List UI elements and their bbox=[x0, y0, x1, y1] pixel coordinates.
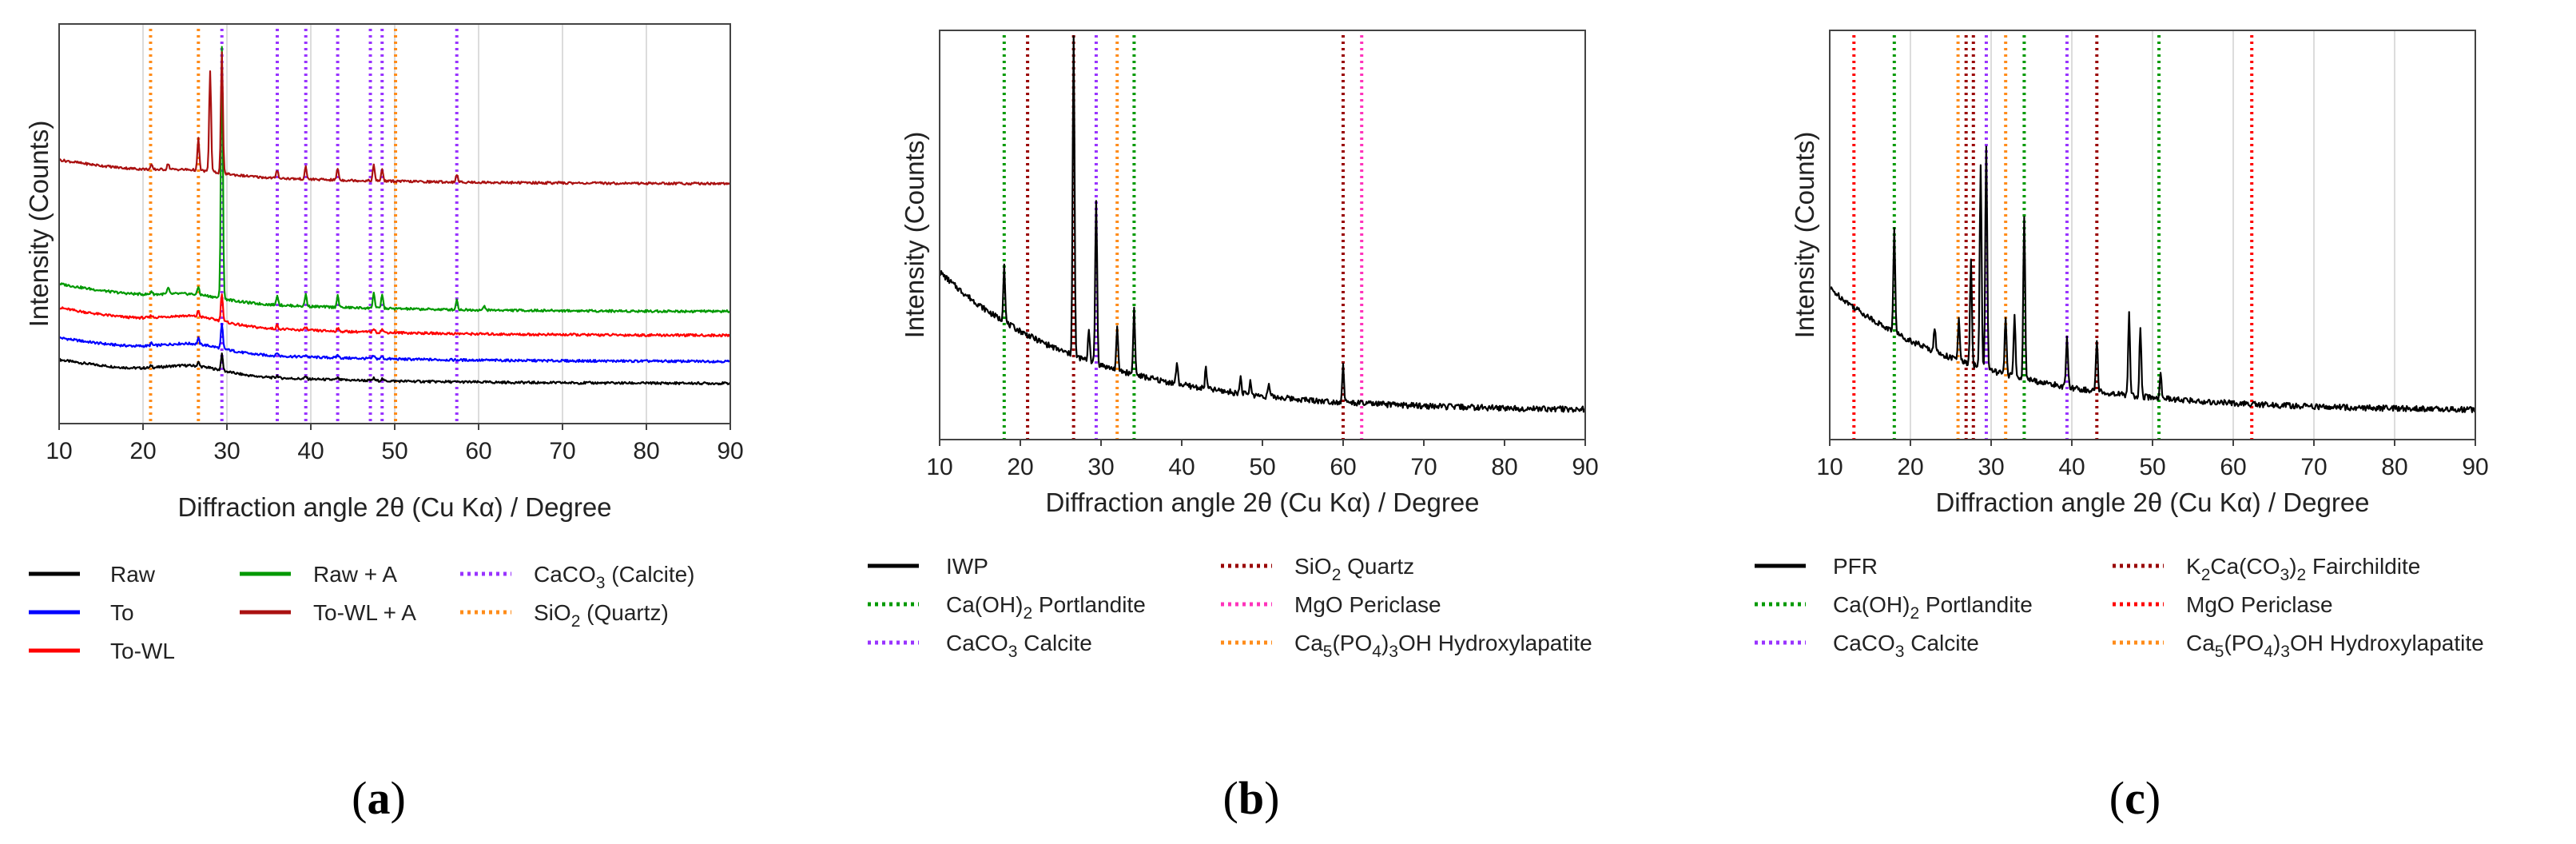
panel-b: 10 20 30 40 50 60 70 80 90 Intensity (Counts) Di… bbox=[900, 30, 1599, 517]
x-tick-label-30: 30 bbox=[213, 438, 240, 464]
legend-a-rawa: Raw + A bbox=[313, 562, 397, 587]
x-tick-label-50: 50 bbox=[381, 438, 407, 464]
legend-c-pfr: PFR bbox=[1833, 554, 1878, 579]
grid-c bbox=[1910, 30, 2395, 440]
legend-b-periclase: MgO Periclase bbox=[1294, 592, 1441, 617]
grid-a bbox=[142, 24, 647, 424]
legend-a-calcite: CaCO3 (Calcite) bbox=[534, 562, 695, 592]
legend-b-quartz: SiO2 Quartz bbox=[1294, 554, 1414, 584]
legend-a-raw: Raw bbox=[110, 562, 156, 587]
x-tick-label-40: 40 bbox=[297, 438, 324, 464]
x-tick-label-90: 90 bbox=[1572, 454, 1598, 480]
x-tick-label-10: 10 bbox=[1816, 454, 1843, 480]
legend-c: PFR Ca(OH)2 Portlandite CaCO3 Calcite K2… bbox=[1755, 554, 2484, 661]
series-line-raw-a bbox=[58, 46, 731, 314]
legend-c-portlandite: Ca(OH)2 Portlandite bbox=[1833, 592, 2033, 623]
x-tick-label-70: 70 bbox=[2300, 454, 2327, 480]
legend-a-towl: To-WL bbox=[110, 639, 175, 663]
y-axis-label-a: Intensity (Counts) bbox=[24, 121, 54, 328]
x-ticks-c: 10 20 30 40 50 60 70 80 90 bbox=[1816, 440, 2489, 480]
x-axis-label-b: Diffraction angle 2θ (Cu Kα) / Degree bbox=[1045, 488, 1479, 517]
panel-c: 10 20 30 40 50 60 70 80 90 Intensity (Counts) Di… bbox=[1790, 30, 2489, 517]
x-tick-label-30: 30 bbox=[1087, 454, 1114, 480]
x-tick-label-50: 50 bbox=[2139, 454, 2165, 480]
x-axis-label-a: Diffraction angle 2θ (Cu Kα) / Degree bbox=[177, 492, 611, 522]
reference-lines-b bbox=[1002, 35, 1364, 440]
y-axis-label-b: Intensity (Counts) bbox=[900, 132, 929, 339]
legend-b-portlandite: Ca(OH)2 Portlandite bbox=[946, 592, 1146, 623]
legend-a: Raw To To-WL Raw + A To-WL + A CaCO3 (Ca… bbox=[29, 562, 695, 663]
x-tick-label-30: 30 bbox=[1978, 454, 2004, 480]
legend-c-periclase: MgO Periclase bbox=[2186, 592, 2333, 617]
x-tick-label-20: 20 bbox=[129, 438, 156, 464]
x-tick-label-40: 40 bbox=[1168, 454, 1195, 480]
x-axis-label-c: Diffraction angle 2θ (Cu Kα) / Degree bbox=[1935, 488, 2369, 517]
legend-b-calcite: CaCO3 Calcite bbox=[946, 631, 1092, 661]
legend-a-to: To bbox=[110, 600, 134, 625]
x-tick-label-60: 60 bbox=[2220, 454, 2246, 480]
x-ticks-a: 10 20 30 40 50 60 70 80 90 bbox=[46, 424, 744, 464]
x-ticks-b: 10 20 30 40 50 60 70 80 90 bbox=[926, 440, 1599, 480]
legend-a-quartz: SiO2 (Quartz) bbox=[534, 600, 669, 631]
legend-c-hydroxylapatite: Ca5(PO4)3OH Hydroxylapatite bbox=[2186, 631, 2484, 661]
series-line-iwp bbox=[939, 35, 1586, 413]
y-axis-label-c: Intensity (Counts) bbox=[1790, 132, 1819, 339]
x-tick-label-80: 80 bbox=[2381, 454, 2407, 480]
series-a bbox=[58, 46, 731, 386]
x-tick-label-40: 40 bbox=[2058, 454, 2085, 480]
x-tick-label-20: 20 bbox=[1897, 454, 1923, 480]
legend-c-fairchildite: K2Ca(CO3)2 Fairchildite bbox=[2186, 554, 2420, 584]
series-line-to bbox=[58, 322, 731, 364]
reference-lines-c bbox=[1852, 35, 2254, 440]
x-tick-label-50: 50 bbox=[1249, 454, 1275, 480]
legend-c-calcite: CaCO3 Calcite bbox=[1833, 631, 1979, 661]
legend-b-hydroxylapatite: Ca5(PO4)3OH Hydroxylapatite bbox=[1294, 631, 1592, 661]
plot-frame-b bbox=[939, 30, 1586, 440]
x-tick-label-60: 60 bbox=[465, 438, 491, 464]
x-tick-label-70: 70 bbox=[549, 438, 575, 464]
series-line-to-wl-a bbox=[58, 51, 731, 186]
x-tick-label-90: 90 bbox=[2462, 454, 2488, 480]
x-tick-label-10: 10 bbox=[46, 438, 72, 464]
panel-label-a: (a) bbox=[352, 772, 406, 824]
x-tick-label-90: 90 bbox=[717, 438, 743, 464]
x-tick-label-80: 80 bbox=[1491, 454, 1517, 480]
legend-a-towla: To-WL + A bbox=[313, 600, 416, 625]
series-line-raw bbox=[58, 352, 731, 386]
x-tick-label-70: 70 bbox=[1410, 454, 1437, 480]
panel-label-b: (b) bbox=[1223, 772, 1280, 824]
series-c bbox=[1829, 145, 2477, 413]
legend-b-iwp: IWP bbox=[946, 554, 988, 579]
x-tick-label-60: 60 bbox=[1330, 454, 1356, 480]
x-tick-label-80: 80 bbox=[633, 438, 659, 464]
legend-b: IWP Ca(OH)2 Portlandite CaCO3 Calcite Si… bbox=[868, 554, 1592, 661]
x-tick-label-20: 20 bbox=[1007, 454, 1033, 480]
series-line-to-wl bbox=[58, 293, 731, 338]
series-b bbox=[939, 35, 1586, 413]
x-tick-label-10: 10 bbox=[926, 454, 952, 480]
panel-label-c: (c) bbox=[2109, 772, 2161, 824]
panel-a: 10 20 30 40 50 60 70 80 90 Intensity (Counts) Di… bbox=[24, 23, 744, 522]
series-line-pfr bbox=[1829, 145, 2477, 413]
